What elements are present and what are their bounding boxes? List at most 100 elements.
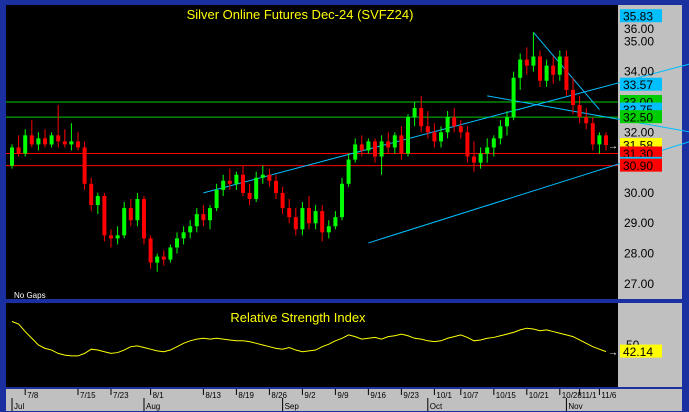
candle-body	[373, 141, 377, 157]
x-tick-label: 8/26	[271, 391, 287, 400]
candle	[491, 135, 496, 157]
candle	[208, 205, 212, 230]
candle	[571, 77, 575, 115]
candle	[287, 198, 292, 224]
candle	[201, 205, 206, 227]
candle-body	[386, 141, 391, 148]
candle-body	[498, 126, 503, 139]
candle	[43, 129, 47, 148]
candle	[274, 174, 278, 199]
candle	[109, 229, 113, 248]
candle	[379, 135, 384, 175]
y-tick-label: 30.00	[624, 186, 654, 200]
candle-body	[584, 117, 589, 124]
price-label: 35.83	[623, 10, 653, 24]
candle	[135, 192, 140, 227]
candle	[161, 250, 166, 266]
candle	[320, 205, 325, 242]
candle-body	[551, 65, 556, 75]
candle	[346, 153, 351, 187]
candle	[366, 138, 371, 154]
candle	[89, 177, 94, 212]
candle-body	[313, 211, 318, 224]
candle-body	[274, 180, 278, 193]
x-tick-label: 7/15	[80, 391, 96, 400]
candle	[148, 235, 153, 269]
candle-body	[571, 89, 575, 106]
candle-body	[300, 208, 305, 230]
candle	[260, 165, 265, 184]
candle	[439, 126, 443, 148]
candle	[155, 253, 160, 272]
candle-body	[293, 217, 298, 230]
candle	[432, 123, 437, 148]
candle	[498, 120, 503, 145]
candle-body	[491, 138, 496, 148]
candle-body	[36, 138, 41, 145]
candle-body	[115, 235, 120, 239]
candle-body	[181, 232, 186, 239]
candle-body	[95, 195, 100, 206]
candle	[49, 132, 54, 148]
x-tick-label: 8/19	[238, 391, 254, 400]
candle-body	[254, 177, 259, 199]
candle-body	[287, 208, 292, 218]
candle-body	[214, 189, 219, 209]
candle	[333, 211, 338, 230]
candle	[478, 147, 483, 169]
month-label: Sep	[285, 402, 300, 411]
price-label: 33.57	[623, 78, 653, 92]
candle-body	[406, 117, 410, 154]
candle-body	[505, 117, 509, 127]
candle-body	[168, 247, 173, 260]
rsi-title: Relative Strength Index	[230, 310, 366, 325]
candle-body	[472, 156, 476, 163]
candle-body	[10, 147, 14, 166]
candle	[128, 198, 133, 227]
month-label: Jul	[14, 402, 24, 411]
candle-body	[458, 126, 463, 133]
candle	[181, 226, 186, 245]
candle-body	[419, 108, 424, 127]
candle-body	[452, 117, 457, 127]
candle-body	[188, 226, 193, 233]
price-label-box	[620, 158, 662, 172]
candle-body	[208, 208, 212, 221]
candle-body	[379, 141, 384, 157]
candle-body	[122, 208, 127, 236]
month-label: Nov	[568, 402, 582, 411]
candle-body	[359, 144, 364, 151]
candle-body	[439, 132, 443, 142]
candle	[56, 105, 61, 148]
candle-body	[340, 183, 344, 218]
candle	[36, 132, 41, 151]
candle-body	[333, 217, 338, 227]
candle	[538, 50, 542, 87]
candle	[518, 53, 523, 90]
candle	[386, 132, 391, 154]
candle	[604, 132, 608, 151]
candle	[425, 111, 430, 139]
candle-body	[161, 256, 166, 260]
candle	[584, 108, 589, 130]
candle	[188, 220, 193, 239]
candle-body	[320, 211, 325, 233]
candle	[531, 32, 536, 72]
x-tick-label: 10/7	[463, 391, 479, 400]
month-label: Oct	[430, 402, 443, 411]
candle-body	[478, 153, 483, 163]
candle	[406, 114, 410, 157]
candle	[392, 132, 397, 154]
candle-body	[524, 59, 529, 66]
candle-body	[155, 256, 160, 263]
candle	[168, 244, 173, 263]
candle-body	[135, 198, 140, 221]
candle	[247, 183, 252, 206]
candle	[307, 195, 311, 230]
candle	[300, 202, 305, 236]
candle-body	[89, 183, 94, 206]
candle	[412, 101, 417, 127]
price-label-box	[620, 110, 662, 124]
candle-body	[366, 141, 371, 151]
candle-body	[62, 141, 67, 145]
